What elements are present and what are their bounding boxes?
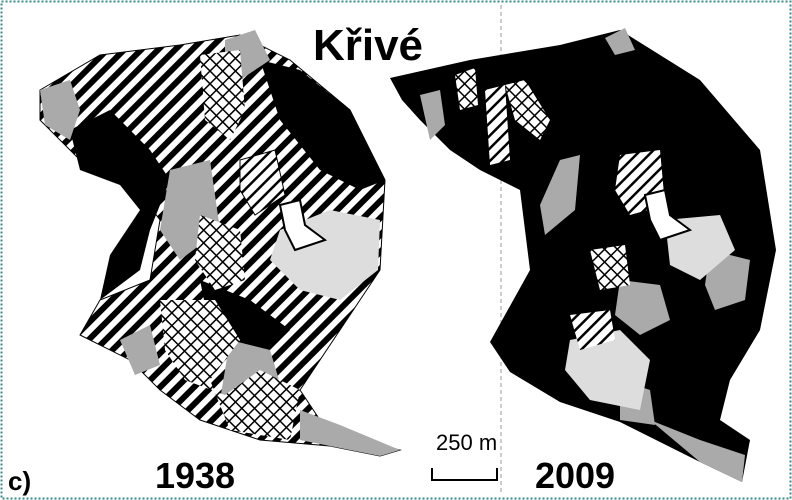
map-1938 [39, 30, 402, 457]
crosshatch-area [505, 80, 550, 140]
gray-area [420, 90, 445, 140]
crosshatch-area [160, 300, 300, 440]
thin-hatch-area [570, 310, 615, 350]
gray-area [120, 325, 160, 375]
scale-bar-line [431, 468, 498, 481]
panel-label: c) [8, 466, 31, 496]
scale-bar-label: 250 m [436, 430, 497, 455]
thin-hatch-area [239, 149, 286, 216]
gray-area [605, 28, 635, 55]
white-area [278, 198, 328, 252]
gray-area [540, 155, 580, 235]
black-area [260, 60, 385, 190]
light-area [565, 330, 650, 410]
map-title: Křivé [313, 21, 423, 70]
year-label: 2009 [535, 455, 615, 496]
crosshatch-area [195, 215, 245, 290]
gray-area [615, 280, 670, 335]
thin-hatch-area [485, 85, 510, 165]
black-area [70, 110, 170, 300]
scale-bar: 250 m [431, 430, 498, 481]
map-2009 [390, 28, 776, 482]
crosshatch-area [455, 68, 478, 110]
white-area [643, 188, 693, 242]
black-area [200, 280, 290, 360]
gray-area [650, 420, 745, 482]
land-area [390, 30, 776, 482]
gray-area [300, 410, 400, 456]
year-label: 1938 [155, 455, 235, 496]
crosshatch-area [590, 245, 630, 290]
gray-area [40, 80, 80, 140]
crosshatch-area [200, 50, 245, 140]
